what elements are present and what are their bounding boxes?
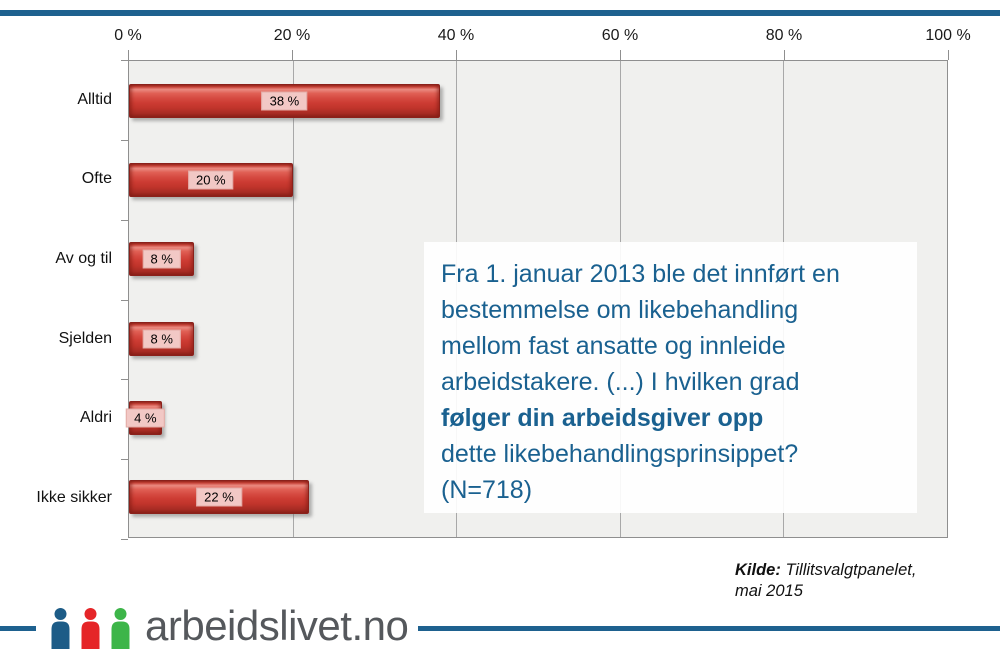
question-line: dette likebehandlingsprinsippet? [441, 440, 799, 468]
axis-tick [121, 60, 128, 61]
top-border-rule [0, 10, 1000, 16]
axis-tick [121, 139, 128, 141]
axis-tick [121, 539, 128, 540]
bar-value-label: 8 % [142, 329, 181, 349]
category-label: Alltid [77, 90, 112, 108]
footer-rule-left [0, 625, 36, 631]
axis-tick [292, 50, 293, 60]
category-label: Aldri [79, 409, 112, 427]
question-line: Fra 1. januar 2013 ble det innført en [441, 260, 840, 288]
bar-value-label: 38 % [261, 91, 308, 111]
question-line: følger din arbeidsgiver opp [441, 404, 764, 432]
axis-tick [456, 50, 457, 60]
bar: 4 % [126, 400, 165, 435]
axis-tick [128, 50, 129, 60]
bar: 8 % [129, 242, 195, 277]
source-text: Tillitsvalgtpanelet, [785, 561, 917, 579]
axis-tick [121, 379, 128, 381]
bar-value-label: 22 % [196, 487, 242, 507]
bar-value-label: 8 % [142, 249, 181, 269]
bar: 20 % [129, 162, 293, 197]
y-axis-ticks [121, 60, 128, 540]
x-tick-label: 0 % [114, 27, 142, 44]
footer: arbeidslivet.no [0, 600, 1000, 656]
category-label: Ofte [81, 170, 112, 188]
bar-value-label: 20 % [187, 170, 234, 190]
axis-tick [121, 219, 128, 221]
bar-row: 8 % [129, 220, 947, 299]
source-label: Kilde: [735, 561, 781, 579]
x-tick-label: 60 % [601, 27, 639, 44]
bar-row: 38 % [129, 61, 947, 140]
bar-row: 8 % [129, 299, 947, 378]
person-icon-red [81, 607, 100, 649]
source-note: Kilde: Tillitsvalgtpanelet, mai 2015 [735, 560, 916, 602]
x-axis-labels: 0 % 20 % 40 % 60 % 80 % 100 % [114, 27, 970, 49]
person-icon-blue [51, 607, 70, 649]
bar-row: 20 % [129, 140, 947, 219]
axis-tick [121, 299, 128, 301]
question-line: mellom fast ansatte og innleide [441, 332, 786, 360]
person-icon-green [111, 607, 130, 649]
question-line: (N=718) [441, 476, 533, 504]
x-tick-label: 20 % [273, 27, 311, 44]
x-axis-ticks [128, 50, 949, 60]
footer-rule-right [418, 625, 1000, 631]
axis-tick [948, 50, 949, 60]
question-box: Fra 1. januar 2013 ble det innført en bes… [424, 242, 917, 513]
category-label: Sjelden [58, 329, 112, 347]
bar-rows: 38 % 20 % 8 % 8 % 4 % 22 % [126, 61, 947, 537]
question-line: arbeidstakere. (...) I hvilken grad [441, 368, 800, 396]
x-tick-label: 40 % [437, 27, 475, 44]
gridline [292, 61, 294, 537]
bar: 8 % [129, 321, 195, 356]
question-line: bestemmelse om likebehandling [441, 296, 799, 324]
y-axis-labels: Alltid Ofte Av og til Sjelden Aldri Ikke sikk… [0, 60, 112, 538]
bar: 38 % [129, 83, 440, 118]
axis-tick [121, 459, 128, 461]
axis-tick [620, 50, 621, 60]
logo-people-icons [48, 607, 133, 649]
axis-tick [784, 50, 785, 60]
bar-value-label: 4 % [126, 408, 165, 428]
source-line-2: mai 2015 [735, 582, 803, 600]
category-label: Ikke sikker [36, 489, 112, 507]
logo-text: arbeidslivet.no [145, 602, 409, 649]
x-tick-label: 100 % [925, 27, 971, 44]
x-tick-label: 80 % [765, 27, 803, 44]
bar-row: 22 % [129, 458, 947, 537]
category-label: Av og til [55, 250, 112, 268]
bar: 22 % [129, 480, 309, 515]
bar-row: 4 % [126, 378, 947, 457]
source-line-1: Kilde: Tillitsvalgtpanelet, [735, 560, 916, 581]
